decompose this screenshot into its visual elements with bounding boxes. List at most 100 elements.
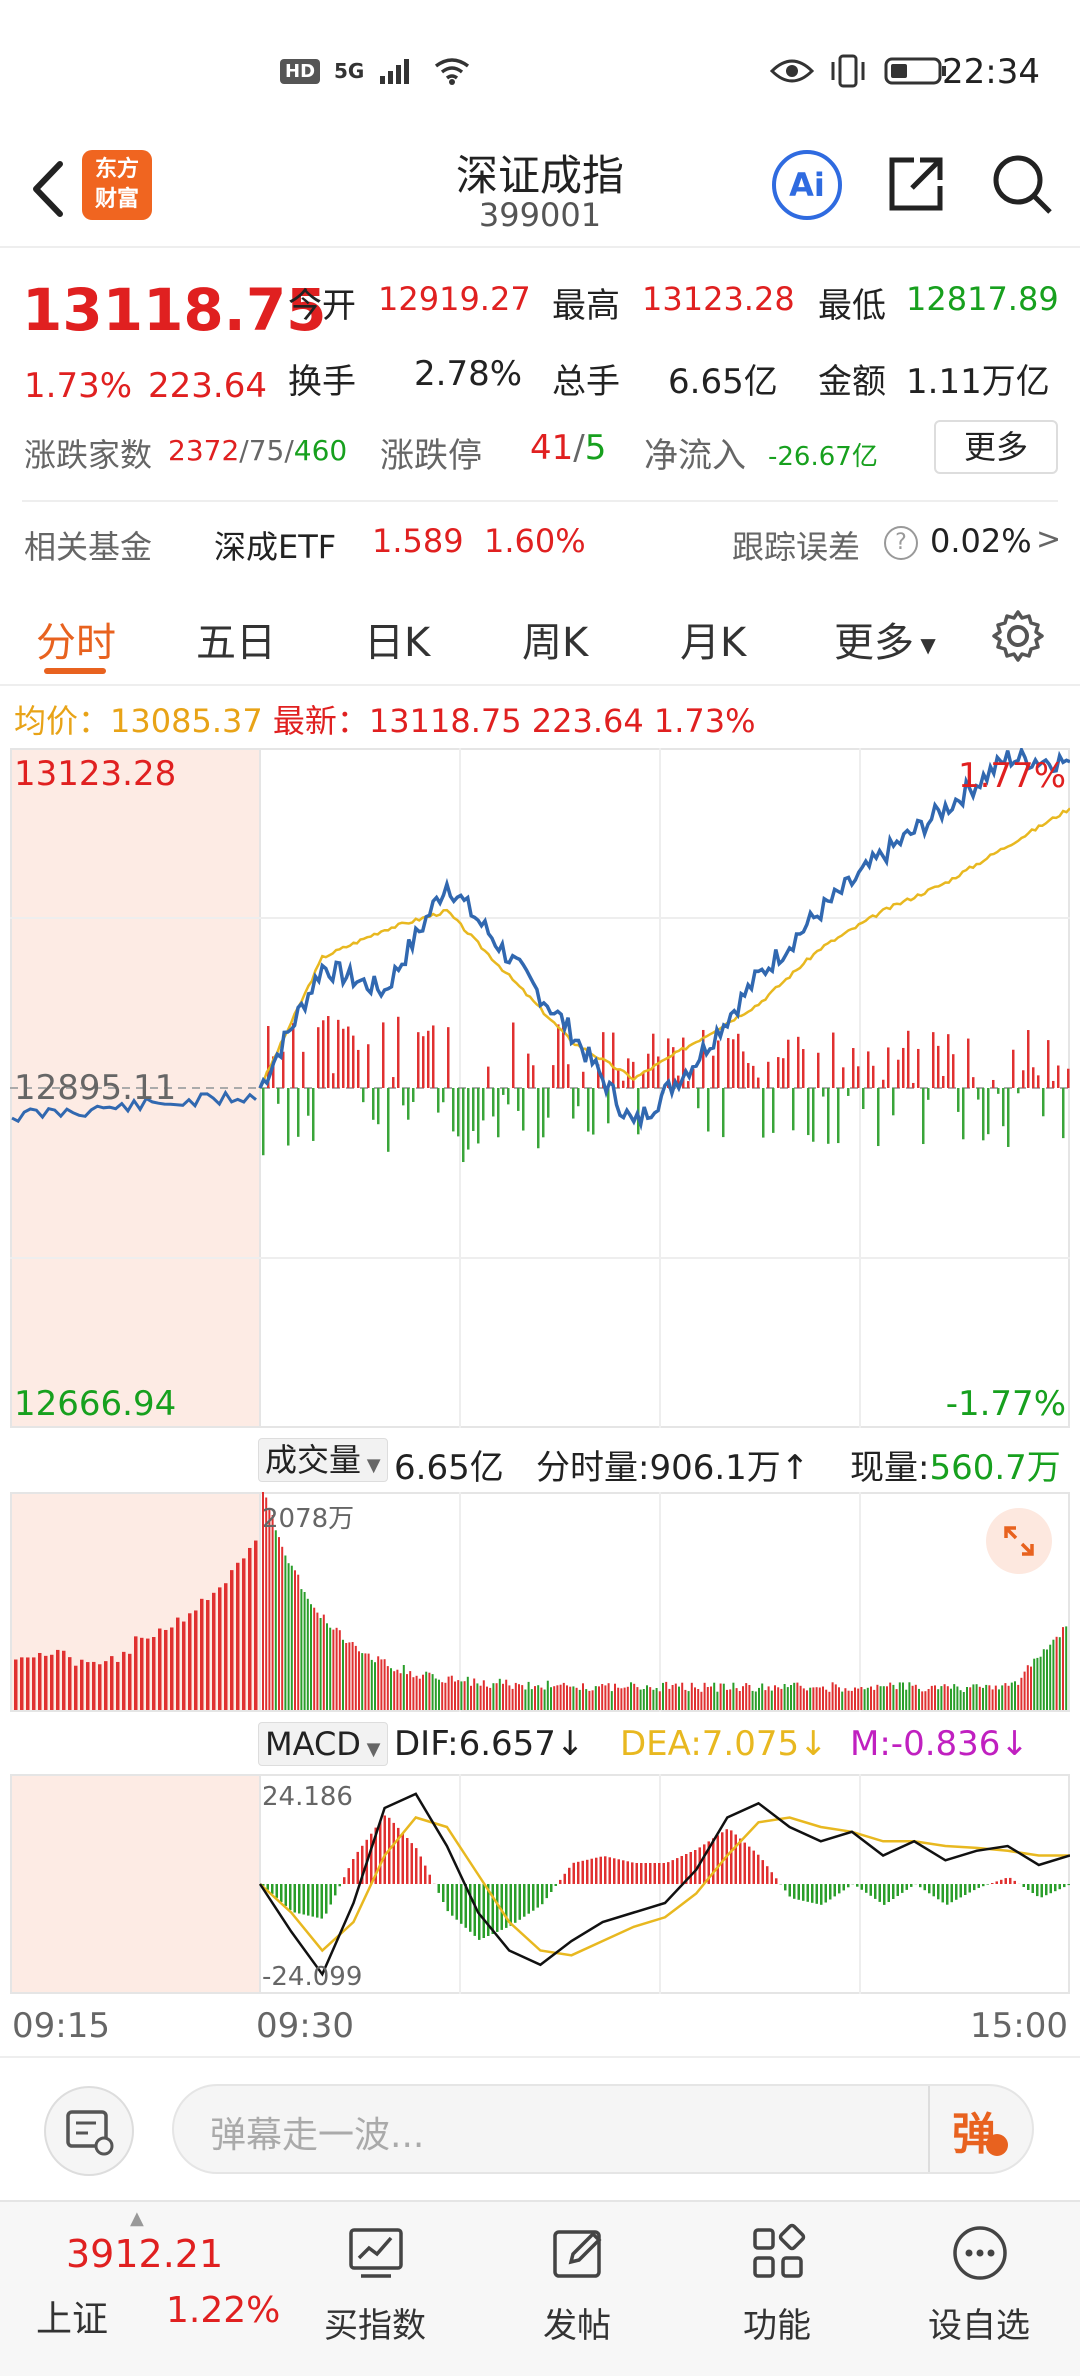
tab-weekly-k[interactable]: 周K [522, 620, 589, 666]
nav-post[interactable]: 发帖 [512, 2202, 642, 2376]
volume-bar [649, 1687, 652, 1710]
flow-bar [877, 1088, 880, 1147]
volume-bar [607, 1683, 610, 1710]
more-dots-icon [953, 2226, 1007, 2280]
related-fund-row[interactable]: 相关基金 深成ETF 1.589 1.60% 跟踪误差 ? 0.02% > [0, 504, 1080, 584]
volume-bar [761, 1683, 764, 1710]
flow-bar [482, 1088, 485, 1121]
status-bar: HD 5G 22:34 [0, 0, 1080, 140]
volume-max-label: 2078万 [262, 1504, 355, 1534]
volume-chart[interactable] [10, 1492, 1070, 1712]
flow-bar [942, 1075, 945, 1088]
volume-bar [876, 1684, 879, 1710]
volume-bar [998, 1689, 1000, 1710]
volume-bar [248, 1547, 252, 1710]
flow-bar [922, 1088, 925, 1145]
volume-bar [425, 1671, 428, 1710]
tab-monthly-k[interactable]: 月K [680, 620, 747, 666]
volume-bar [158, 1628, 162, 1710]
sh-index-value[interactable]: 3912.21 [66, 2232, 224, 2276]
search-icon[interactable] [990, 152, 1054, 216]
volume-bar [588, 1690, 591, 1710]
flow-bar [857, 1066, 860, 1088]
macd-bar [887, 1884, 890, 1902]
nav-buy-index[interactable]: 买指数 [310, 2202, 440, 2376]
volume-indicator-select[interactable]: 成交量 ▼ [258, 1438, 388, 1482]
macd-bar [320, 1884, 323, 1919]
flow-bar [987, 1088, 990, 1135]
total-volume: 6.65亿 [394, 1448, 504, 1488]
volume-bar [351, 1642, 354, 1710]
macd-bar [487, 1884, 490, 1936]
help-icon[interactable]: ? [884, 526, 918, 560]
volume-bar [854, 1687, 856, 1710]
tab-five-day[interactable]: 五日 [196, 620, 276, 666]
macd-bar [955, 1884, 958, 1900]
volume-bar [300, 1589, 303, 1710]
volume-bar [796, 1682, 799, 1710]
danmu-settings-button[interactable] [44, 2086, 134, 2176]
volume-bar [476, 1683, 479, 1710]
tab-intraday[interactable]: 分时 [36, 620, 116, 666]
macd-bar [451, 1884, 454, 1916]
flow-bar [582, 1071, 585, 1088]
volume-value: 6.65亿 [668, 362, 778, 402]
volume-bar [367, 1653, 370, 1710]
ai-button[interactable]: Ai [772, 150, 842, 220]
volume-bar [959, 1690, 962, 1710]
sh-index-pct[interactable]: 1.22% [166, 2290, 281, 2331]
flow-bar [652, 1033, 655, 1088]
flow-bar [367, 1044, 370, 1088]
macd-bar [932, 1884, 935, 1897]
macd-bar [338, 1884, 341, 1887]
tab-daily-k[interactable]: 日K [364, 620, 431, 666]
share-icon[interactable] [884, 152, 948, 216]
flow-bar [832, 1032, 835, 1088]
volume-bar [399, 1673, 402, 1710]
volume-bar [412, 1677, 415, 1710]
flow-bar [462, 1088, 465, 1163]
volume-bar [482, 1680, 485, 1710]
macd-bar [995, 1881, 998, 1884]
volume-bar [303, 1592, 306, 1710]
sh-index-name[interactable]: 上证 [36, 2299, 109, 2340]
volume-bar [348, 1642, 351, 1710]
flow-bar [407, 1088, 410, 1120]
volume-bar [194, 1610, 198, 1710]
macd-bar [410, 1843, 413, 1884]
volume-bar [815, 1687, 818, 1710]
fund-section-label: 相关基金 [24, 528, 153, 566]
volume-bar [700, 1691, 703, 1710]
nav-add-watchlist[interactable]: 设自选 [914, 2202, 1044, 2376]
volume-bar [655, 1688, 658, 1710]
more-quote-button[interactable]: 更多 [934, 420, 1058, 474]
danmu-input[interactable]: 弹幕走一波... 弹 [172, 2084, 1034, 2174]
volume-bar [26, 1657, 30, 1710]
m-label: M: [850, 1724, 891, 1764]
nav-functions[interactable]: 功能 [712, 2202, 842, 2376]
volume-bar [703, 1682, 706, 1710]
flow-bar [632, 1061, 635, 1088]
last-change: 223.64 [531, 702, 644, 740]
macd-y-top-label: 24.186 [262, 1782, 353, 1812]
macd-bar [775, 1878, 778, 1884]
volume-bar [559, 1684, 562, 1710]
macd-bar [928, 1884, 931, 1894]
volume-bar [56, 1649, 60, 1710]
flow-bar [667, 1038, 670, 1088]
macd-bar [703, 1844, 706, 1884]
macd-bar [419, 1856, 422, 1884]
flow-bar [902, 1047, 905, 1088]
flow-bar [1047, 1040, 1050, 1088]
flow-bar [992, 1079, 995, 1088]
volume-bar [1004, 1683, 1007, 1710]
back-icon[interactable] [22, 154, 72, 224]
macd-bar [685, 1854, 688, 1884]
volume-bar [505, 1679, 508, 1710]
settings-gear-icon[interactable] [990, 608, 1046, 664]
tab-more[interactable]: 更多 ▼ [834, 610, 936, 668]
flow-bar [1017, 1088, 1020, 1094]
macd-indicator-select[interactable]: MACD ▼ [258, 1722, 388, 1766]
flow-bar [997, 1088, 1000, 1094]
expand-button[interactable] [986, 1508, 1052, 1574]
